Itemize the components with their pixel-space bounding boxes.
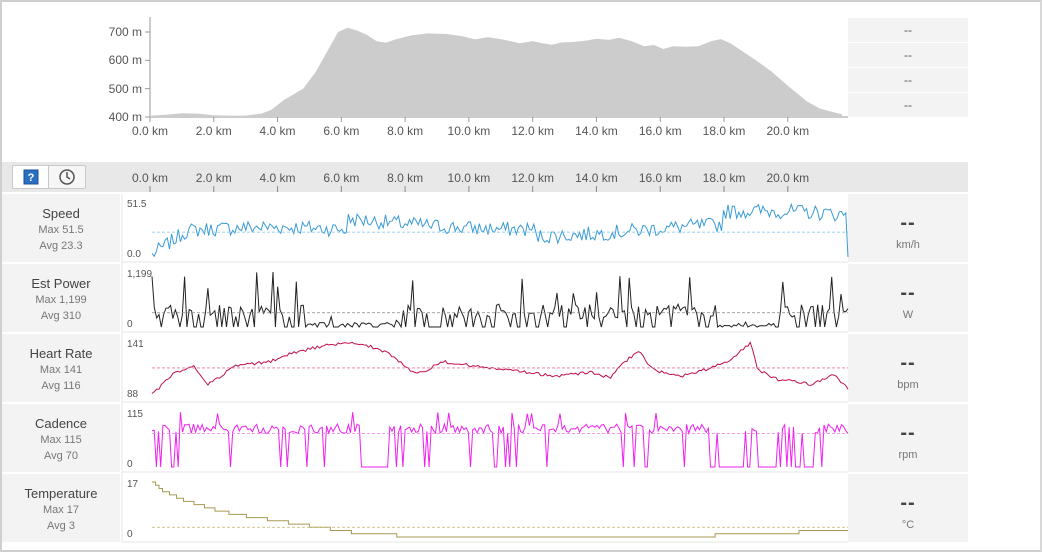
toolbar-x-tick: 8.0 km bbox=[387, 171, 424, 185]
metric-avg: Avg 23.3 bbox=[39, 240, 83, 252]
metric-current-value: -- km/h bbox=[848, 194, 968, 262]
time-mode-button[interactable] bbox=[48, 165, 86, 189]
metric-max: Max 1,199 bbox=[35, 294, 87, 306]
metric-avg: Avg 310 bbox=[40, 310, 82, 322]
toolbar-x-tick: 10.0 km bbox=[447, 171, 491, 185]
elevation-x-tick: 20.0 km bbox=[766, 124, 810, 138]
metric-value: -- bbox=[900, 422, 916, 444]
metric-unit: W bbox=[902, 309, 914, 321]
metric-label-speed: Speed Max 51.5 Avg 23.3 bbox=[2, 194, 120, 262]
metric-axis-top: 1,199 bbox=[127, 269, 153, 280]
elevation-profile-area bbox=[150, 27, 842, 117]
metric-value: -- bbox=[900, 282, 916, 304]
metric-current-value: -- °C bbox=[848, 474, 968, 542]
toolbar-x-tick: 4.0 km bbox=[259, 171, 296, 185]
svg-text:?: ? bbox=[28, 172, 35, 184]
elevation-x-tick: 12.0 km bbox=[511, 124, 555, 138]
metric-axis-top: 17 bbox=[127, 479, 139, 490]
metric-label-est-power: Est Power Max 1,199 Avg 310 bbox=[2, 264, 120, 332]
metric-label-heart-rate: Heart Rate Max 141 Avg 116 bbox=[2, 334, 120, 402]
elevation-x-tick: 8.0 km bbox=[387, 124, 424, 138]
toolbar-x-tick: 6.0 km bbox=[323, 171, 360, 185]
metric-axis-bottom: 0 bbox=[127, 459, 133, 470]
elevation-x-tick: 2.0 km bbox=[195, 124, 232, 138]
metric-unit: km/h bbox=[896, 239, 920, 251]
elevation-x-tick: 10.0 km bbox=[447, 124, 491, 138]
elevation-stat: -- bbox=[848, 18, 968, 42]
metric-name: Speed bbox=[42, 206, 80, 221]
metric-value: -- bbox=[900, 352, 916, 374]
help-distance-icon bbox=[23, 169, 39, 185]
metric-current-value: -- bpm bbox=[848, 334, 968, 402]
metric-value: -- bbox=[900, 492, 916, 514]
elevation-x-tick: 6.0 km bbox=[323, 124, 360, 138]
metric-unit: bpm bbox=[897, 379, 919, 391]
metric-name: Heart Rate bbox=[29, 346, 93, 361]
metric-current-value: -- rpm bbox=[848, 404, 968, 472]
distance-mode-button[interactable]: ? bbox=[12, 165, 50, 189]
metric-name: Est Power bbox=[31, 276, 91, 291]
metric-axis-bottom: 0.0 bbox=[127, 249, 141, 260]
metric-name: Cadence bbox=[34, 416, 88, 431]
metric-max: Max 141 bbox=[39, 364, 83, 376]
metric-unit: °C bbox=[901, 519, 915, 531]
metric-label-temperature: Temperature Max 17 Avg 3 bbox=[2, 474, 120, 542]
elevation-stat: -- bbox=[848, 93, 968, 117]
toolbar-x-axis bbox=[149, 186, 789, 192]
metric-axis-top: 51.5 bbox=[127, 199, 147, 210]
metric-label-cadence: Cadence Max 115 Avg 70 bbox=[2, 404, 120, 472]
temperature-series bbox=[152, 481, 848, 538]
elevation-x-tick: 0.0 km bbox=[131, 124, 168, 138]
elevation-stat: -- bbox=[848, 68, 968, 92]
elevation-y-tick: 500 m bbox=[108, 81, 142, 96]
metric-axis-bottom: 0 bbox=[127, 529, 133, 540]
elevation-x-tick: 18.0 km bbox=[702, 124, 746, 138]
chart-toolbar: ? bbox=[2, 162, 968, 192]
toolbar-x-tick: 0.0 km bbox=[131, 171, 168, 185]
elevation-y-tick: 600 m bbox=[108, 53, 142, 68]
clock-icon bbox=[59, 169, 75, 185]
metric-max: Max 115 bbox=[40, 434, 82, 446]
toolbar-x-tick: 18.0 km bbox=[702, 171, 746, 185]
heart-rate-series bbox=[151, 341, 849, 394]
toolbar-x-tick: 14.0 km bbox=[575, 171, 618, 185]
elevation-x-tick: 4.0 km bbox=[259, 124, 296, 138]
metric-avg: Avg 3 bbox=[47, 520, 75, 532]
metric-avg: Avg 70 bbox=[43, 450, 79, 462]
metric-axis-bottom: 0 bbox=[127, 319, 133, 330]
elevation-x-tick: 16.0 km bbox=[638, 124, 682, 138]
metric-unit: rpm bbox=[898, 449, 918, 461]
metric-name: Temperature bbox=[24, 486, 98, 501]
elevation-y-tick: 700 m bbox=[108, 25, 142, 39]
elevation-x-tick: 14.0 km bbox=[575, 124, 618, 138]
metric-axis-bottom: 88 bbox=[127, 389, 139, 400]
toolbar-x-tick: 2.0 km bbox=[195, 171, 232, 185]
metric-axis-top: 141 bbox=[127, 339, 144, 350]
toolbar-x-tick: 12.0 km bbox=[511, 171, 555, 185]
metric-value: -- bbox=[900, 212, 916, 234]
elevation-stats-panel: -- -- -- -- bbox=[848, 18, 968, 117]
metric-max: Max 51.5 bbox=[38, 224, 84, 236]
toolbar-x-tick: 16.0 km bbox=[638, 171, 682, 185]
power-series bbox=[151, 271, 849, 329]
metric-current-value: -- W bbox=[848, 264, 968, 332]
elevation-y-tick: 400 m bbox=[108, 110, 142, 124]
metric-max: Max 17 bbox=[42, 504, 80, 516]
cadence-series bbox=[151, 412, 849, 468]
metric-axis-top: 115 bbox=[127, 409, 143, 420]
metric-avg: Avg 116 bbox=[41, 380, 81, 392]
elevation-chart[interactable] bbox=[0, 0, 1042, 160]
toolbar-x-tick: 20.0 km bbox=[766, 171, 810, 185]
elevation-stat: -- bbox=[848, 43, 968, 67]
speed-series bbox=[151, 202, 849, 258]
